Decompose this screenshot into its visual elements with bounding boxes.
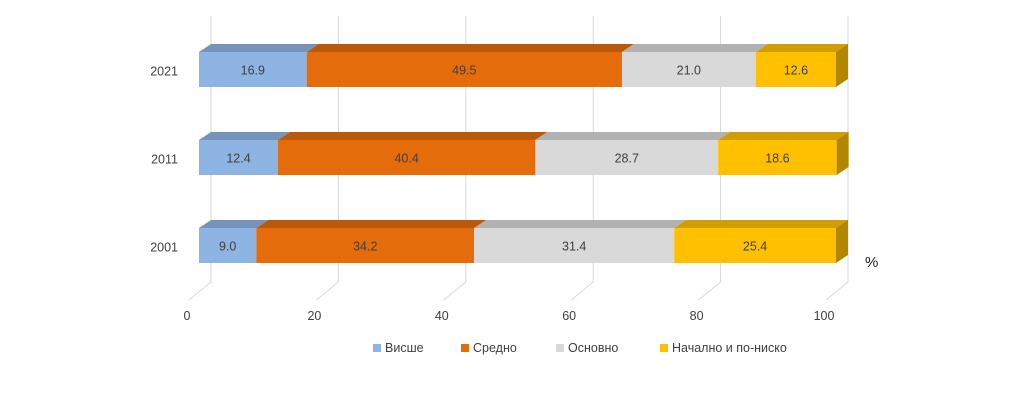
bar-top-face xyxy=(277,132,548,140)
data-label: 12.6 xyxy=(784,64,808,78)
data-label: 12.4 xyxy=(226,152,250,166)
data-label: 31.4 xyxy=(562,240,586,254)
category-label-2021: 2021 xyxy=(150,65,178,79)
data-label: 28.7 xyxy=(615,152,639,166)
bar-side-face xyxy=(836,44,848,87)
legend-item: Основно xyxy=(556,341,618,355)
x-tick-label: 80 xyxy=(690,309,704,323)
x-tick-label: 20 xyxy=(307,309,321,323)
bar-2021-1: 16.9 xyxy=(199,44,319,87)
category-labels: 2021 2011 2001 xyxy=(150,65,178,255)
bar-2001-1: 9.0 xyxy=(199,220,269,263)
bar-top-face xyxy=(199,44,319,52)
data-label: 9.0 xyxy=(219,240,236,254)
bar-2021-3: 21.0 xyxy=(621,44,768,87)
bar-top-face xyxy=(718,132,849,140)
legend-item: Начално и по-ниско xyxy=(660,341,787,355)
legend-swatch xyxy=(556,344,564,352)
category-label-2001: 2001 xyxy=(150,241,178,255)
legend-item: Средно xyxy=(461,341,517,355)
category-label-2011: 2011 xyxy=(151,153,178,167)
legend-label: Начално и по-ниско xyxy=(672,341,787,355)
bar-2021-4: 12.6 xyxy=(755,44,848,87)
bars-group: 16.9 49.5 21.0 12.6 12.4 40.4 28.7 18.6 9.0 34.2 3… xyxy=(199,44,849,263)
bar-front-face xyxy=(256,228,475,263)
bar-top-face xyxy=(621,44,768,52)
bar-front-face xyxy=(199,140,278,175)
floor-gridline-60 xyxy=(570,281,594,301)
bar-front-face xyxy=(199,52,307,87)
x-tick-label: 100 xyxy=(814,309,835,323)
bar-front-face xyxy=(277,140,536,175)
bar-top-face xyxy=(535,132,731,140)
bar-top-face xyxy=(199,220,269,228)
data-label: 40.4 xyxy=(394,152,418,166)
data-label: 16.9 xyxy=(241,64,265,78)
bar-front-face xyxy=(674,228,836,263)
legend-label: Основно xyxy=(568,341,618,355)
data-label: 25.4 xyxy=(743,240,767,254)
data-label: 18.6 xyxy=(765,152,789,166)
data-label: 49.5 xyxy=(452,64,476,78)
bar-front-face xyxy=(755,52,836,87)
bar-2011-2: 40.4 xyxy=(277,132,548,175)
bar-2001-3: 31.4 xyxy=(474,220,687,263)
data-label: 21.0 xyxy=(677,64,701,78)
bar-2011-4: 18.6 xyxy=(718,132,849,175)
legend-label: Средно xyxy=(473,341,517,355)
bar-top-face xyxy=(674,220,848,228)
bar-top-face xyxy=(474,220,687,228)
data-label: 34.2 xyxy=(353,240,377,254)
x-tick-label: 40 xyxy=(435,309,449,323)
x-tick-label: 60 xyxy=(562,309,576,323)
bar-top-face xyxy=(306,44,634,52)
bar-front-face xyxy=(199,228,257,263)
bar-2001-2: 34.2 xyxy=(256,220,487,263)
bar-2011-3: 28.7 xyxy=(535,132,731,175)
bar-top-face xyxy=(755,44,848,52)
bar-front-face xyxy=(621,52,756,87)
legend: Висше Средно Основно Начално и по-ниско xyxy=(373,341,787,355)
bar-top-face xyxy=(199,132,290,140)
floor-gridline-20 xyxy=(316,281,339,301)
floor-gridline-100 xyxy=(825,281,849,301)
legend-swatch xyxy=(461,344,469,352)
x-tick-labels: 0 20 40 60 80 100 xyxy=(184,309,835,323)
legend-item: Висше xyxy=(373,341,424,355)
legend-swatch xyxy=(660,344,668,352)
bar-2021-2: 49.5 xyxy=(306,44,634,87)
bar-front-face xyxy=(306,52,622,87)
bar-front-face xyxy=(535,140,719,175)
legend-swatch xyxy=(373,344,381,352)
bar-2011-1: 12.4 xyxy=(199,132,290,175)
legend-label: Висше xyxy=(385,341,424,355)
bar-front-face xyxy=(718,140,837,175)
bar-front-face xyxy=(474,228,675,263)
floor-gridline-40 xyxy=(443,281,467,301)
floor-gridline-0 xyxy=(188,281,212,301)
x-tick-label: 0 xyxy=(184,309,191,323)
bar-2001-4: 25.4 xyxy=(674,220,848,263)
bar-side-face xyxy=(836,132,849,175)
unit-label: % xyxy=(865,254,878,271)
bar-side-face xyxy=(836,220,848,263)
floor-gridline-80 xyxy=(698,281,721,301)
bar-top-face xyxy=(256,220,487,228)
